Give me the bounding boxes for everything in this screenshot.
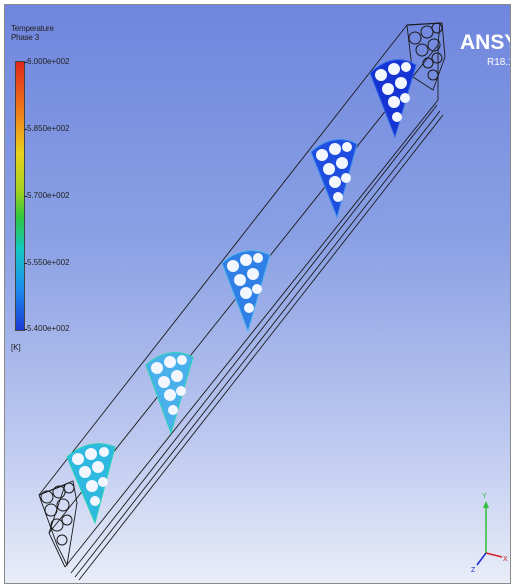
contour-section-1	[66, 443, 116, 525]
colorbar-tick-label: 6.000e+002	[27, 57, 70, 66]
end-cap-bottom	[38, 480, 78, 567]
axis-triad: Y X Z	[471, 493, 508, 574]
brand-logo: ANSYS	[460, 31, 510, 54]
colorbar-tick-label: 5.550e+002	[27, 258, 70, 267]
x-axis-label: X	[503, 556, 508, 563]
colorbar-tick-label: 5.400e+002	[27, 324, 70, 333]
duct-wireframe	[38, 22, 444, 581]
legend-title: Temperature	[11, 24, 54, 33]
legend-subtitle: Phase 3	[11, 33, 39, 42]
unit-label: [K]	[11, 343, 21, 352]
tick-mark	[24, 196, 27, 197]
tick-mark	[24, 129, 27, 130]
contour-section-4	[310, 139, 358, 219]
x-axis-line	[485, 552, 503, 558]
model-scene[interactable]: Y X Z	[5, 5, 510, 583]
contour-section-2	[145, 352, 194, 435]
tick-mark	[24, 329, 27, 330]
graphics-viewport[interactable]: Temperature Phase 3 6.000e+002 5.850e+00…	[4, 4, 511, 584]
y-axis-label: Y	[482, 493, 487, 500]
end-cap-top	[406, 22, 446, 91]
y-axis-arrow	[483, 501, 489, 508]
z-axis-line	[476, 552, 487, 566]
contour-section-3	[221, 250, 271, 333]
colorbar-tick-label: 5.700e+002	[27, 191, 70, 200]
colorbar-tick-label: 5.850e+002	[27, 124, 70, 133]
contour-section-5	[369, 59, 417, 139]
release-version: R18.1	[487, 57, 510, 68]
tick-mark	[24, 62, 27, 63]
tick-mark	[24, 263, 27, 264]
z-axis-label: Z	[471, 567, 476, 574]
